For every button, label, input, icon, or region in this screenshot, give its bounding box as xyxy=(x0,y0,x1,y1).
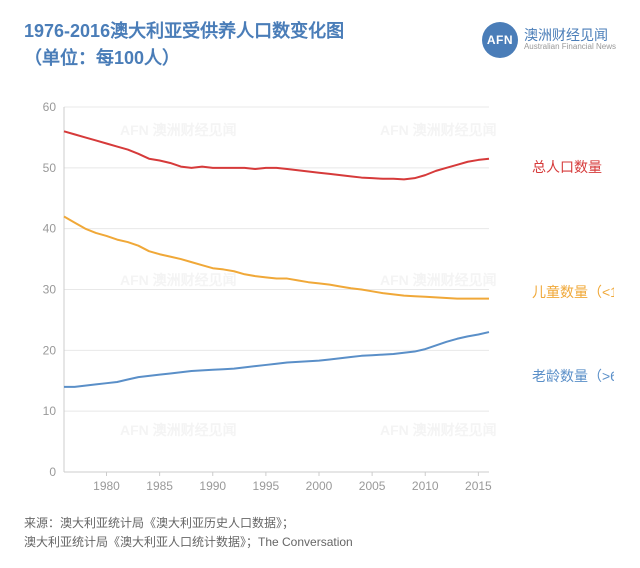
svg-text:1990: 1990 xyxy=(199,479,226,493)
svg-text:40: 40 xyxy=(43,222,57,236)
logo-badge: AFN xyxy=(482,22,518,58)
chart-area: 0 10 20 30 40 50 60 1980 1985 1990 1995 2000 2005 201… xyxy=(24,102,616,502)
title-line2: （单位：每100人） xyxy=(24,48,180,68)
svg-text:30: 30 xyxy=(43,283,57,297)
logo-text: 澳洲财经见闻 Australian Financial News xyxy=(524,28,616,52)
svg-text:2010: 2010 xyxy=(412,479,439,493)
svg-text:50: 50 xyxy=(43,161,57,175)
logo-en: Australian Financial News xyxy=(524,43,616,52)
chart-container: AFN 澳洲财经见闻 AFN 澳洲财经见闻 AFN 澳洲财经见闻 AFN 澳洲财… xyxy=(0,0,640,568)
svg-text:老龄数量（>65岁）: 老龄数量（>65岁） xyxy=(532,368,614,384)
chart-title: 1976-2016澳大利亚受供养人口数变化图 （单位：每100人） xyxy=(24,18,344,72)
source-line1: 来源：澳大利亚统计局《澳大利亚历史人口数据》； xyxy=(24,516,294,530)
svg-text:20: 20 xyxy=(43,343,57,357)
svg-text:60: 60 xyxy=(43,102,57,114)
svg-text:2000: 2000 xyxy=(306,479,333,493)
logo: AFN 澳洲财经见闻 Australian Financial News xyxy=(482,22,616,58)
svg-text:10: 10 xyxy=(43,404,57,418)
svg-text:总人口数量: 总人口数量 xyxy=(532,159,602,175)
svg-text:1980: 1980 xyxy=(93,479,120,493)
line-chart: 0 10 20 30 40 50 60 1980 1985 1990 1995 2000 2005 201… xyxy=(24,102,614,502)
svg-text:0: 0 xyxy=(49,465,56,479)
header: 1976-2016澳大利亚受供养人口数变化图 （单位：每100人） AFN 澳洲… xyxy=(24,18,616,72)
source-text: 来源：澳大利亚统计局《澳大利亚历史人口数据》； 澳大利亚统计局《澳大利亚人口统计… xyxy=(24,514,616,552)
svg-text:2005: 2005 xyxy=(359,479,386,493)
source-line2: 澳大利亚统计局《澳大利亚人口统计数据》；The Conversation xyxy=(24,535,353,549)
svg-text:2015: 2015 xyxy=(465,479,492,493)
logo-cn: 澳洲财经见闻 xyxy=(524,28,616,43)
title-line1: 1976-2016澳大利亚受供养人口数变化图 xyxy=(24,21,344,41)
svg-text:1985: 1985 xyxy=(146,479,173,493)
svg-text:1995: 1995 xyxy=(253,479,280,493)
svg-text:儿童数量（<15岁）: 儿童数量（<15岁） xyxy=(532,284,614,300)
